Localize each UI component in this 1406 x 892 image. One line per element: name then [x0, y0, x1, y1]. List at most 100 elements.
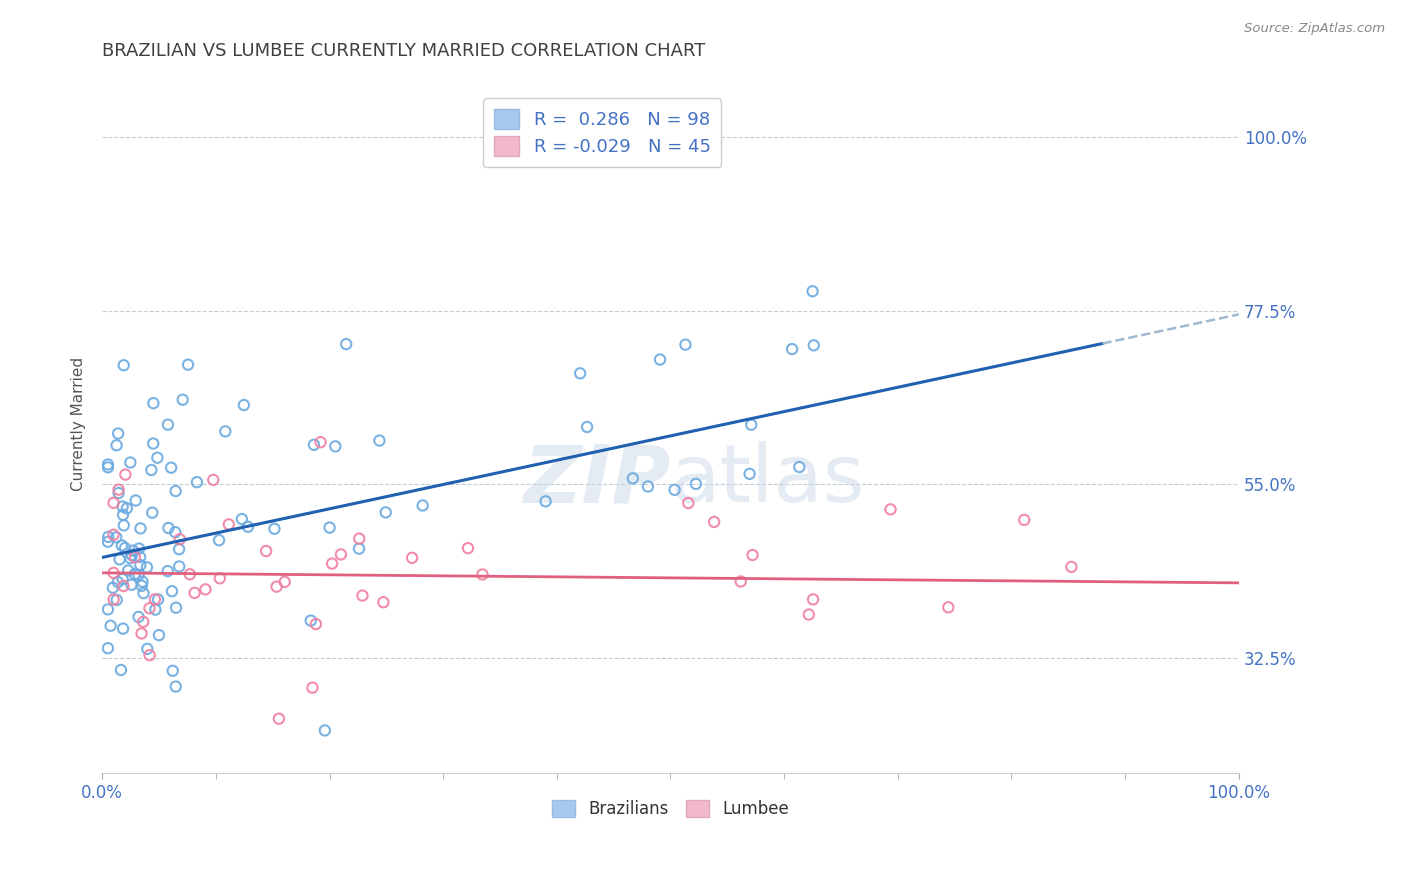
- Point: [143, 592, 166, 607]
- Point: [305, 617, 328, 632]
- Point: [156, 564, 179, 578]
- Point: [97, 534, 120, 549]
- Text: BRAZILIAN VS LUMBEE CURRENTLY MARRIED CORRELATION CHART: BRAZILIAN VS LUMBEE CURRENTLY MARRIED CO…: [103, 42, 706, 60]
- Text: Source: ZipAtlas.com: Source: ZipAtlas.com: [1244, 22, 1385, 36]
- Point: [301, 681, 323, 695]
- Point: [664, 483, 686, 497]
- Point: [112, 508, 135, 522]
- Point: [703, 515, 725, 529]
- Point: [412, 499, 434, 513]
- Point: [1060, 559, 1083, 574]
- Point: [112, 622, 135, 636]
- Point: [231, 512, 253, 526]
- Point: [103, 527, 125, 541]
- Point: [132, 586, 155, 600]
- Point: [471, 567, 494, 582]
- Point: [194, 582, 217, 597]
- Legend: Brazilians, Lumbee: Brazilians, Lumbee: [546, 793, 796, 824]
- Point: [128, 568, 150, 582]
- Point: [637, 479, 659, 493]
- Point: [121, 548, 143, 562]
- Point: [97, 602, 120, 616]
- Y-axis label: Currently Married: Currently Married: [72, 358, 86, 491]
- Point: [368, 434, 391, 448]
- Point: [648, 352, 671, 367]
- Point: [314, 723, 336, 738]
- Point: [534, 494, 557, 508]
- Point: [108, 552, 131, 566]
- Point: [879, 502, 901, 516]
- Point: [165, 600, 187, 615]
- Point: [254, 544, 277, 558]
- Point: [141, 463, 163, 477]
- Point: [267, 712, 290, 726]
- Point: [105, 438, 128, 452]
- Point: [335, 337, 357, 351]
- Point: [675, 337, 697, 351]
- Point: [142, 436, 165, 450]
- Point: [146, 592, 169, 607]
- Point: [266, 580, 288, 594]
- Point: [169, 532, 191, 546]
- Point: [107, 483, 129, 497]
- Point: [142, 396, 165, 410]
- Point: [114, 541, 136, 555]
- Text: ZIP: ZIP: [523, 442, 671, 519]
- Point: [186, 475, 208, 490]
- Point: [309, 435, 332, 450]
- Point: [179, 567, 201, 582]
- Point: [218, 517, 240, 532]
- Point: [136, 641, 159, 656]
- Point: [146, 450, 169, 465]
- Point: [374, 505, 396, 519]
- Point: [97, 530, 120, 544]
- Point: [678, 496, 700, 510]
- Point: [110, 663, 132, 677]
- Point: [103, 496, 125, 510]
- Point: [132, 615, 155, 629]
- Point: [321, 557, 343, 571]
- Point: [131, 574, 153, 589]
- Point: [135, 560, 157, 574]
- Point: [576, 420, 599, 434]
- Point: [111, 572, 134, 586]
- Point: [111, 538, 134, 552]
- Point: [128, 610, 150, 624]
- Point: [274, 574, 297, 589]
- Point: [138, 648, 160, 663]
- Point: [621, 471, 644, 485]
- Point: [208, 571, 231, 585]
- Point: [183, 586, 205, 600]
- Point: [347, 541, 370, 556]
- Point: [112, 518, 135, 533]
- Point: [738, 467, 761, 481]
- Point: [129, 521, 152, 535]
- Point: [122, 543, 145, 558]
- Point: [103, 566, 125, 580]
- Point: [105, 530, 128, 544]
- Point: [124, 567, 146, 582]
- Point: [103, 592, 125, 607]
- Point: [318, 520, 340, 534]
- Point: [156, 417, 179, 432]
- Point: [145, 602, 167, 616]
- Point: [349, 532, 371, 546]
- Point: [100, 619, 122, 633]
- Point: [936, 600, 959, 615]
- Point: [115, 501, 138, 516]
- Text: atlas: atlas: [671, 442, 865, 519]
- Point: [141, 506, 163, 520]
- Point: [214, 425, 236, 439]
- Point: [112, 579, 135, 593]
- Point: [97, 641, 120, 656]
- Point: [120, 455, 142, 469]
- Point: [111, 500, 134, 514]
- Point: [202, 473, 225, 487]
- Point: [114, 467, 136, 482]
- Point: [177, 358, 200, 372]
- Point: [263, 522, 285, 536]
- Point: [101, 581, 124, 595]
- Point: [167, 542, 190, 557]
- Point: [131, 579, 153, 593]
- Point: [741, 548, 763, 562]
